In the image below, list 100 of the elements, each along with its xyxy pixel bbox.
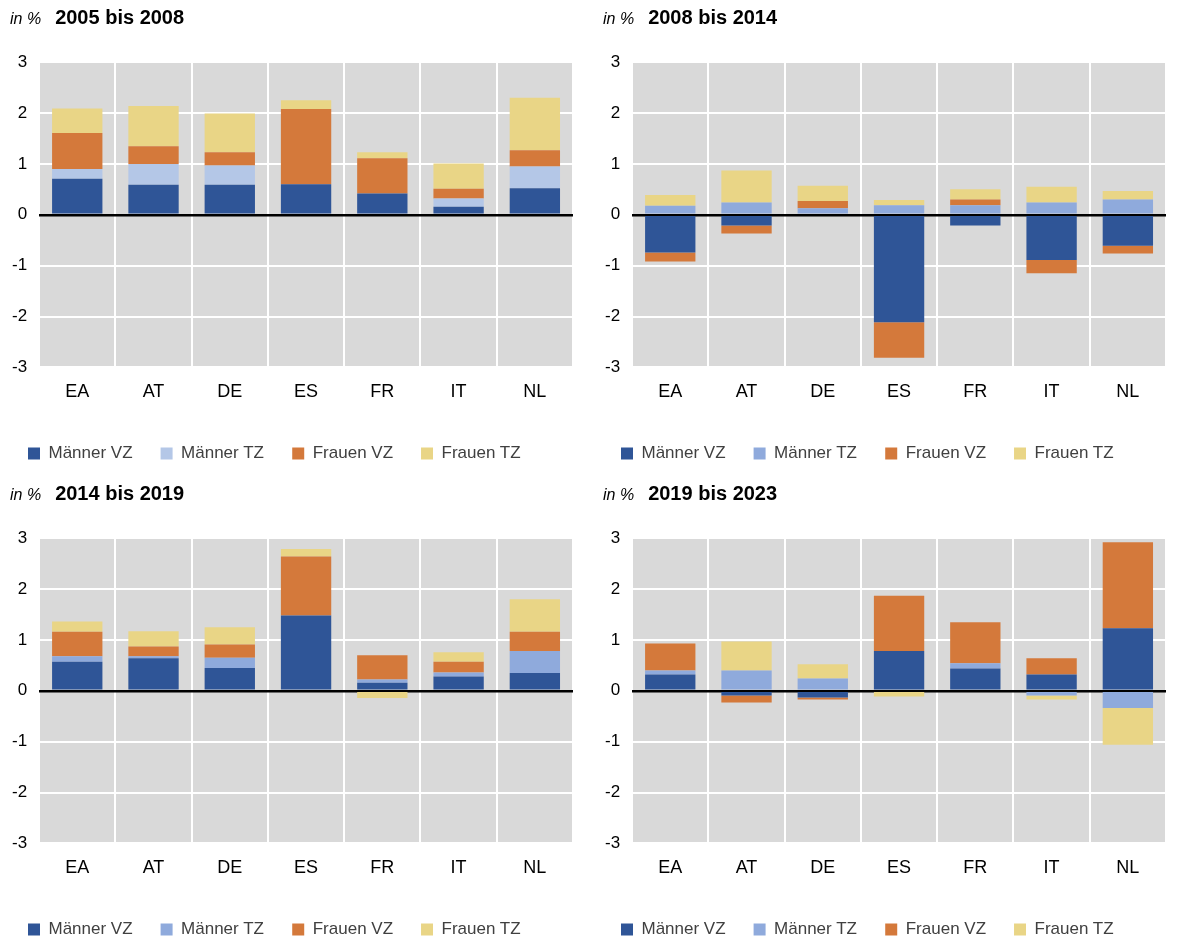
y-tick-label: 0 [17, 204, 28, 224]
bar [433, 676, 484, 690]
x-tick-label: DE [810, 381, 836, 402]
y-tick-label: 3 [17, 527, 28, 547]
bar [797, 664, 848, 679]
chart-title: 2019 bis 2023 [648, 482, 778, 505]
bar [797, 208, 848, 214]
y-axis-title: in % [10, 10, 42, 28]
bar [645, 674, 696, 690]
y-tick-label: 2 [17, 578, 28, 598]
y-axis-title: in % [603, 486, 635, 504]
bar [509, 188, 561, 214]
bar [721, 670, 772, 690]
y-tick-label: -1 [11, 255, 28, 275]
y-tick-label: 0 [610, 680, 621, 700]
bar [645, 670, 696, 675]
x-tick-label: EA [65, 381, 90, 402]
bar [721, 641, 772, 671]
bar [433, 652, 484, 662]
y-tick-label: -3 [604, 357, 621, 377]
y-tick-label: -2 [604, 782, 621, 802]
bar [204, 644, 255, 658]
x-tick-label: EA [658, 857, 683, 878]
bar [1102, 692, 1154, 709]
x-tick-label: IT [1043, 381, 1060, 402]
bar [357, 682, 408, 690]
bar [873, 200, 925, 206]
x-tick-label: DE [810, 857, 836, 878]
x-tick-label: FR [963, 857, 988, 878]
bar [204, 184, 255, 214]
legend-label: Frauen VZ [312, 919, 394, 939]
bar [1026, 692, 1077, 696]
bar [1102, 708, 1154, 745]
chart-title: 2014 bis 2019 [55, 482, 185, 505]
bar [128, 184, 179, 214]
bar [128, 656, 179, 659]
bar [950, 622, 1001, 664]
bar [797, 692, 848, 698]
bar [204, 165, 255, 185]
bar [721, 202, 772, 214]
x-tick-label: AT [142, 381, 165, 402]
bar [1026, 202, 1077, 214]
y-tick-label: 1 [610, 629, 621, 649]
y-tick-label: -3 [604, 833, 621, 853]
y-tick-label: 1 [17, 153, 28, 173]
y-tick-label: 2 [17, 102, 28, 122]
y-axis-title: in % [603, 10, 635, 28]
bar [280, 100, 332, 109]
bar [280, 548, 332, 557]
bar [52, 661, 103, 690]
bar [873, 595, 925, 652]
bar [1026, 674, 1077, 690]
bar [1102, 190, 1154, 200]
bar [645, 252, 696, 262]
bar [797, 185, 848, 202]
y-tick-label: 0 [610, 204, 621, 224]
bar [433, 206, 484, 214]
bar [204, 627, 255, 645]
bar [1102, 199, 1154, 214]
bar [357, 152, 408, 159]
legend-label: Männer VZ [48, 919, 133, 939]
x-tick-label: IT [1043, 857, 1060, 878]
bar [128, 146, 179, 164]
bar [433, 163, 484, 189]
x-tick-label: NL [1116, 857, 1140, 878]
bar [52, 621, 103, 632]
x-tick-label: FR [370, 857, 395, 878]
bar [873, 216, 925, 323]
bar [950, 216, 1001, 226]
legend-label: Frauen TZ [1034, 443, 1114, 463]
bar [433, 672, 484, 677]
chart-title: 2005 bis 2008 [55, 6, 185, 29]
bar [873, 205, 925, 214]
x-tick-label: ES [887, 381, 912, 402]
bar [797, 201, 848, 209]
bar [280, 109, 332, 185]
bar [950, 205, 1001, 214]
bar [1102, 245, 1154, 254]
y-tick-label: 2 [610, 578, 621, 598]
bar [128, 646, 179, 657]
bar [52, 631, 103, 657]
bar [204, 152, 255, 166]
bar [1026, 216, 1077, 261]
y-tick-label: -1 [604, 255, 621, 275]
bar [280, 184, 332, 214]
bar [645, 205, 696, 214]
bar [509, 166, 561, 189]
legend-label: Männer TZ [181, 443, 264, 463]
bar [721, 692, 772, 696]
legend-label: Frauen TZ [441, 919, 521, 939]
y-axis-title: in % [10, 486, 42, 504]
bar [509, 97, 561, 151]
legend-label: Männer VZ [48, 443, 133, 463]
y-tick-label: 1 [610, 153, 621, 173]
x-tick-label: IT [450, 381, 467, 402]
bar [357, 193, 408, 214]
bar [950, 189, 1001, 200]
y-tick-label: -1 [604, 731, 621, 751]
bar [721, 695, 772, 703]
bar [52, 108, 103, 133]
